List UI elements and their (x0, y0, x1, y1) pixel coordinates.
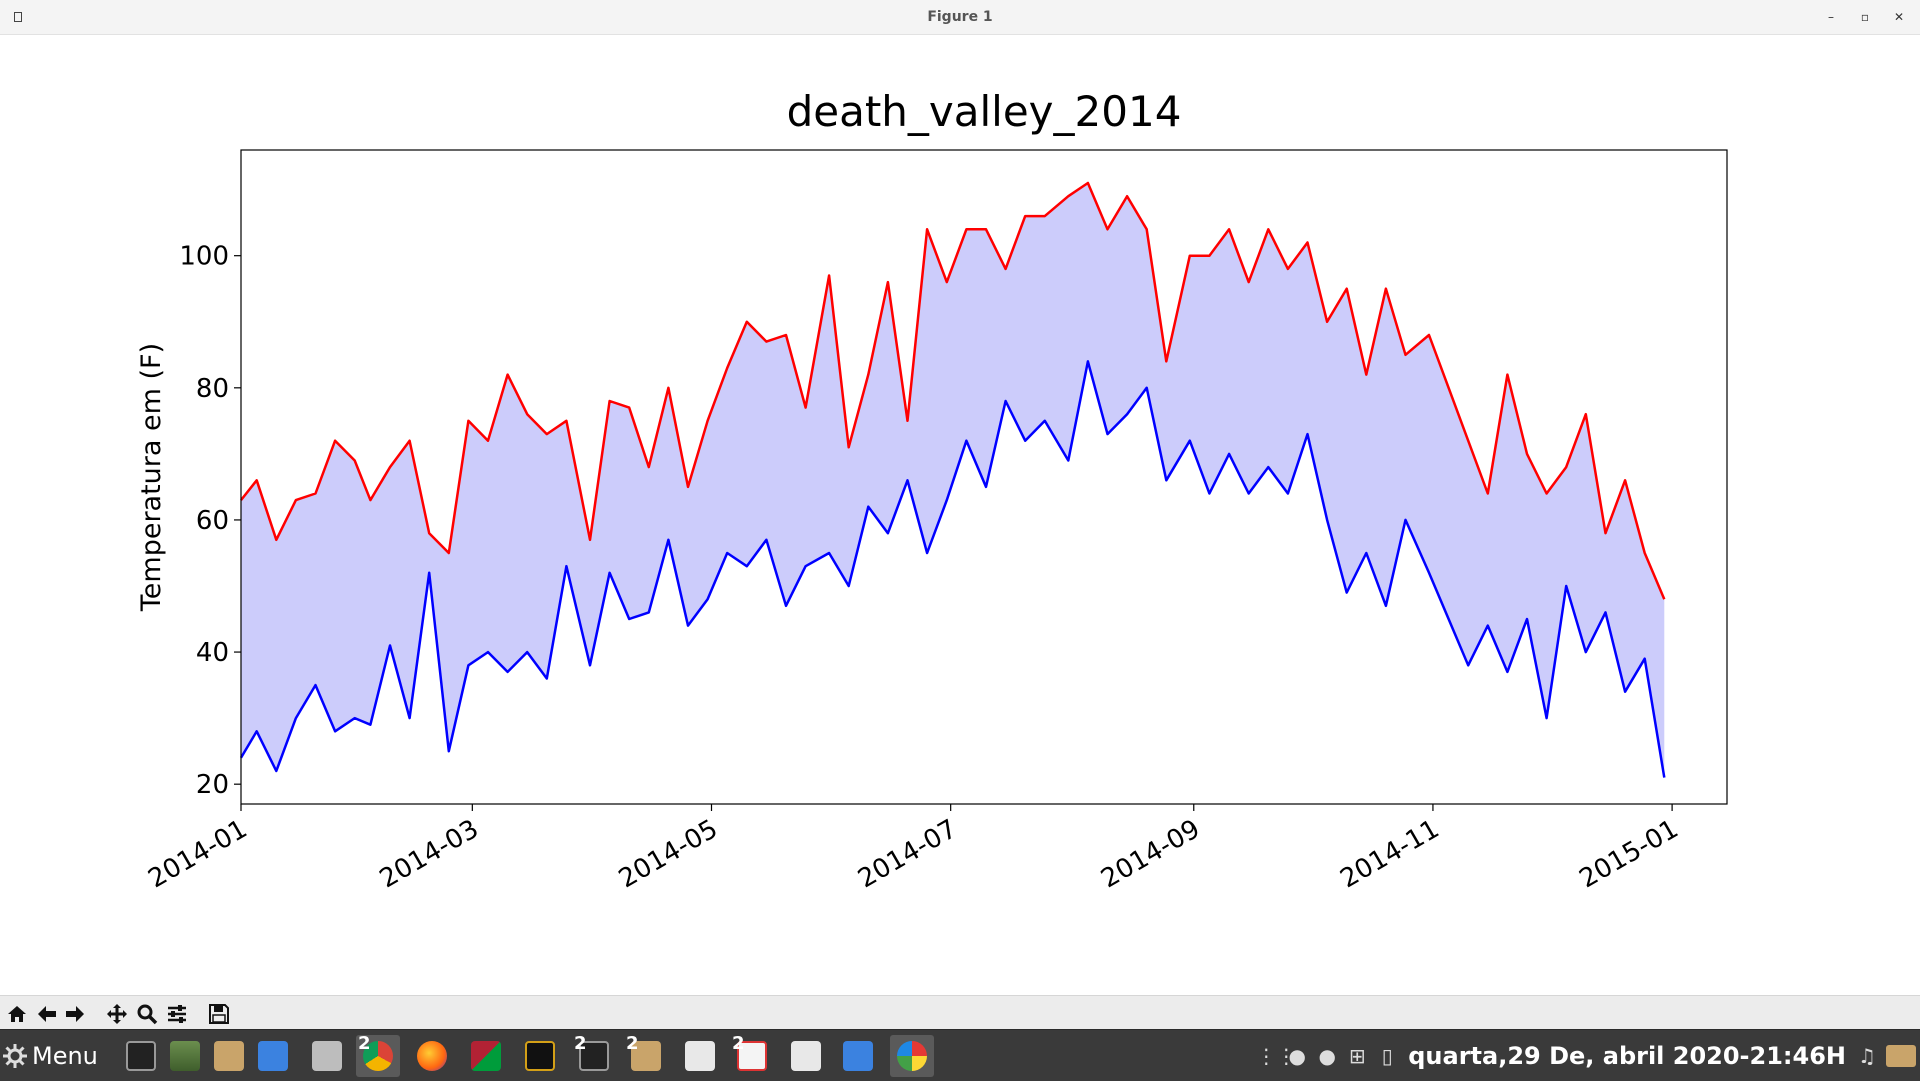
configure-subplots-icon[interactable] (164, 1001, 190, 1027)
taskbar-app-calculator[interactable] (163, 1035, 207, 1077)
writer-icon (843, 1041, 873, 1071)
close-icon[interactable]: ✕ (1893, 10, 1905, 24)
system-tray: ⋮⋮ ● ● ⊞ ▯ quarta,29 De, abril 2020-21:4… (1252, 1030, 1920, 1081)
taskbar-app-firefox[interactable] (410, 1035, 454, 1077)
taskbar: Menu 2 2 2 2 ⋮⋮ ● ● ⊞ ▯ quarta,29 De, ab… (0, 1029, 1920, 1081)
pan-icon[interactable] (104, 1001, 130, 1027)
terminal-icon (126, 1041, 156, 1071)
y-tick-label: 40 (196, 638, 229, 668)
music-icon[interactable]: ♫ (1858, 1043, 1876, 1068)
x-tick-label: 2014-01 (143, 814, 252, 894)
zoom-icon[interactable] (134, 1001, 160, 1027)
series-line-0 (240, 181, 1666, 600)
taskbar-app-files[interactable] (207, 1035, 251, 1077)
weather-icon[interactable]: ● (1288, 1043, 1306, 1068)
folder-icon (214, 1041, 244, 1071)
chrome-icon (363, 1041, 393, 1071)
text-editor-icon (791, 1041, 821, 1071)
plot-frame (240, 149, 1728, 805)
pinwheel-icon (897, 1041, 927, 1071)
taskbar-app-terminal-2[interactable]: 2 (572, 1033, 616, 1077)
y-axis-label: Temperatura em (F) (136, 343, 167, 612)
battery-icon[interactable]: ▯ (1381, 1043, 1393, 1068)
show-desktop-icon[interactable] (1886, 1044, 1916, 1067)
x-tick-label: 2014-05 (614, 814, 723, 894)
window-titlebar: Figure 1 – ▫ ✕ (0, 0, 1920, 35)
terminal-icon (579, 1041, 609, 1071)
firefox-icon (417, 1041, 447, 1071)
user-icon[interactable]: ● (1318, 1043, 1336, 1068)
taskbar-app-dic[interactable] (518, 1035, 562, 1077)
network-icon[interactable]: ⊞ (1348, 1043, 1366, 1068)
taskbar-app-pinwheel[interactable] (890, 1035, 934, 1077)
x-tick-label: 2014-07 (853, 814, 962, 894)
home-icon[interactable] (4, 1001, 30, 1027)
clock[interactable]: quarta,29 De, abril 2020-21:46H (1408, 1041, 1846, 1070)
y-tick-label: 20 (196, 770, 229, 800)
taskbar-app-dictionary-flag[interactable] (464, 1035, 508, 1077)
figure-canvas[interactable]: 20 40 60 80 100 2014-01 2014-03 2014-05 2014-07 2… (0, 35, 1920, 995)
window-title: Figure 1 (927, 9, 993, 25)
taskbar-app-draw[interactable]: 2 (730, 1033, 774, 1077)
back-arrow-icon[interactable] (34, 1001, 60, 1027)
x-tick-label: 2014-09 (1096, 814, 1205, 894)
chart: 20 40 60 80 100 2014-01 2014-03 2014-05 2014-07 2… (136, 87, 1728, 894)
draw-icon (737, 1041, 767, 1071)
y-tick-label: 60 (196, 506, 229, 536)
dic-icon (525, 1041, 555, 1071)
menu-label: Menu (32, 1042, 98, 1070)
calculator-icon (170, 1041, 200, 1071)
folder-icon (631, 1041, 661, 1071)
taskbar-app-text-editor[interactable] (678, 1035, 722, 1077)
x-tick-label: 2014-11 (1335, 814, 1444, 894)
taskbar-app-writer[interactable] (251, 1035, 295, 1077)
series-line-1 (239, 360, 1666, 778)
minimize-icon[interactable]: – (1828, 10, 1834, 24)
save-icon[interactable] (206, 1001, 232, 1027)
y-tick-label: 100 (179, 242, 229, 272)
apps-grid-icon[interactable]: ⋮⋮ (1256, 1043, 1297, 1068)
x-tick-label: 2015-01 (1575, 814, 1684, 894)
taskbar-app-terminal[interactable] (119, 1035, 163, 1077)
x-tick-label: 2014-03 (375, 814, 484, 894)
matplotlib-toolbar (0, 995, 1920, 1030)
forward-arrow-icon[interactable] (62, 1001, 88, 1027)
taskbar-app-files-2[interactable]: 2 (624, 1033, 668, 1077)
text-editor-icon (685, 1041, 715, 1071)
taskbar-app-chrome[interactable]: 2 (356, 1033, 400, 1077)
window-menu-icon[interactable] (14, 12, 22, 22)
archive-icon (312, 1041, 342, 1071)
flag-icon (471, 1041, 501, 1071)
start-menu-button[interactable]: Menu (2, 1038, 98, 1074)
chart-title: death_valley_2014 (787, 87, 1182, 136)
gear-icon (3, 1044, 27, 1068)
taskbar-app-archive[interactable] (305, 1035, 349, 1077)
maximize-icon[interactable]: ▫ (1860, 10, 1870, 24)
taskbar-app-writer-2[interactable] (836, 1035, 880, 1077)
taskbar-app-text-editor-2[interactable] (784, 1035, 828, 1077)
writer-icon (258, 1041, 288, 1071)
y-tick-label: 80 (196, 374, 229, 404)
